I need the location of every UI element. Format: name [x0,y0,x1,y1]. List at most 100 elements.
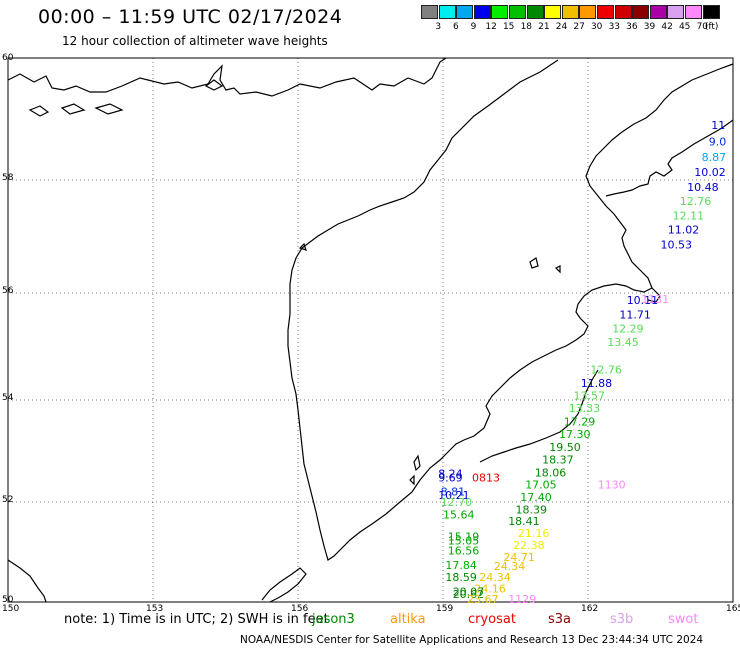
credit-line: NOAA/NESDIS Center for Satellite Applica… [240,634,704,646]
wave-height-label: 15.19 [448,531,480,544]
legend-label: 36 [626,22,638,32]
footer-note: note: 1) Time is in UTC; 2) SWH is in fe… [64,612,329,627]
wave-height-label: 17.30 [559,428,591,441]
wave-height-label: 1129 [508,593,536,606]
wave-height-label: 12.11 [673,210,705,223]
wave-height-label: 18.41 [508,515,540,528]
lat-lon-grid [8,58,733,602]
legend-swatch [491,5,509,19]
legend-swatch [509,5,526,19]
wave-height-label: 13.57 [574,390,606,403]
wave-height-label: 18.39 [516,504,548,517]
legend-swatch [526,5,544,19]
legend-swatch [649,5,667,19]
wave-height-label: 9.0 [709,136,727,149]
map-title: 00:00 – 11:59 UTC 02/17/2024 [38,6,343,28]
lon-tick-label: 165 [726,604,740,614]
wave-height-label: 11.02 [668,224,700,237]
lat-tick-label: 60 [2,53,14,63]
wave-height-label: 12.70 [441,496,473,509]
wave-height-label: 24.16 [474,583,506,596]
wave-height-label: 16.56 [448,545,480,558]
wave-height-label: 13.33 [569,402,601,415]
lon-tick-label: 153 [146,604,163,614]
satellite-name: s3a [548,612,572,627]
legend-swatch [473,5,491,19]
legend-swatch [438,5,456,19]
legend-label: 42 [661,22,673,32]
wave-height-label: 15.64 [443,509,475,522]
legend-label: 45 [678,22,691,32]
observation-labels: 119.08.8710.0210.4812.7612.1111.0210.531… [438,119,726,606]
coastline [7,57,734,603]
satellite-name: altika [390,612,426,627]
wave-height-label: 9.69 [438,472,463,485]
satellite-name: swot [668,612,699,627]
lat-tick-label: 50 [2,595,14,605]
wave-height-label: 1131 [641,293,669,306]
lat-tick-label: 58 [2,173,14,183]
wave-height-label: 17.40 [520,491,552,504]
lat-tick-label: 54 [2,393,14,403]
wave-height-label: 10.02 [694,166,726,179]
wave-height-label: 10.21 [438,489,470,502]
legend-swatch [667,5,685,19]
wave-height-label: 10.53 [661,238,693,251]
wave-height-label: 24.71 [503,551,535,564]
wave-height-label: 11 [711,119,725,132]
legend-swatch [456,5,474,19]
wave-height-label: 15.05 [448,535,480,548]
wave-height-label: 13.45 [607,336,639,349]
wave-height-label: 10.11 [627,294,659,307]
wave-height-label: 19.50 [549,441,581,454]
wave-height-label: 12.29 [612,322,644,335]
satellite-name: s3b [610,612,634,627]
legend-swatch [685,5,702,19]
wave-height-label: 18.06 [535,466,567,479]
legend-label: 21 [538,22,550,32]
satellite-name: cryosat [468,612,516,627]
wave-height-label: 24.34 [494,560,526,573]
legend-swatch [561,5,579,19]
wave-height-label: 17.29 [564,415,596,428]
wave-height-label: 22.38 [513,539,545,552]
legend-label: 70 [696,22,709,32]
wave-height-label: 20.62 [453,588,485,601]
wave-height-label: 18.59 [445,571,477,584]
legend-swatch [579,5,597,19]
lon-tick-label: 162 [581,604,598,614]
axis-tick-labels: 60 58 56 54 52 50 150 153 156 159 162 16… [2,53,740,614]
legend-label: 9 [470,22,477,32]
legend-swatch [632,5,650,19]
lon-tick-label: 150 [2,604,19,614]
legend-label: 12 [485,22,497,32]
wave-height-label: 21.16 [518,527,550,540]
legend-label: 18 [520,22,533,32]
lon-tick-label: 159 [436,604,453,614]
wave-height-label: 12.76 [680,195,712,208]
wave-height-label: 23.67 [467,593,499,606]
wave-height-label: 17.05 [525,479,557,492]
wave-height-label: 10.48 [687,181,719,194]
legend-label: 33 [608,22,621,32]
wave-height-label: 0813 [472,472,500,485]
legend-label: 3 [435,22,442,32]
wave-height-label: 1130 [598,479,626,492]
wave-height-label: 8.81 [441,485,466,498]
legend-swatch [702,5,720,19]
lat-tick-label: 56 [2,286,14,296]
wave-height-label: 18.37 [542,454,574,467]
lon-tick-label: 156 [291,604,308,614]
map-subtitle: 12 hour collection of altimeter wave hei… [62,34,328,48]
wave-height-label: 11.88 [581,377,613,390]
legend-label: 6 [453,22,459,32]
satellite-name: jason3 [312,612,355,627]
wave-height-label: 20.07 [453,586,485,599]
legend-swatch [421,5,438,19]
wave-height-label: 17.84 [445,559,477,572]
lat-tick-label: 52 [2,495,13,505]
map-frame [7,57,734,603]
legend-label: 30 [590,22,603,32]
legend-label: 39 [643,22,656,32]
wave-height-label: 24.34 [479,571,511,584]
